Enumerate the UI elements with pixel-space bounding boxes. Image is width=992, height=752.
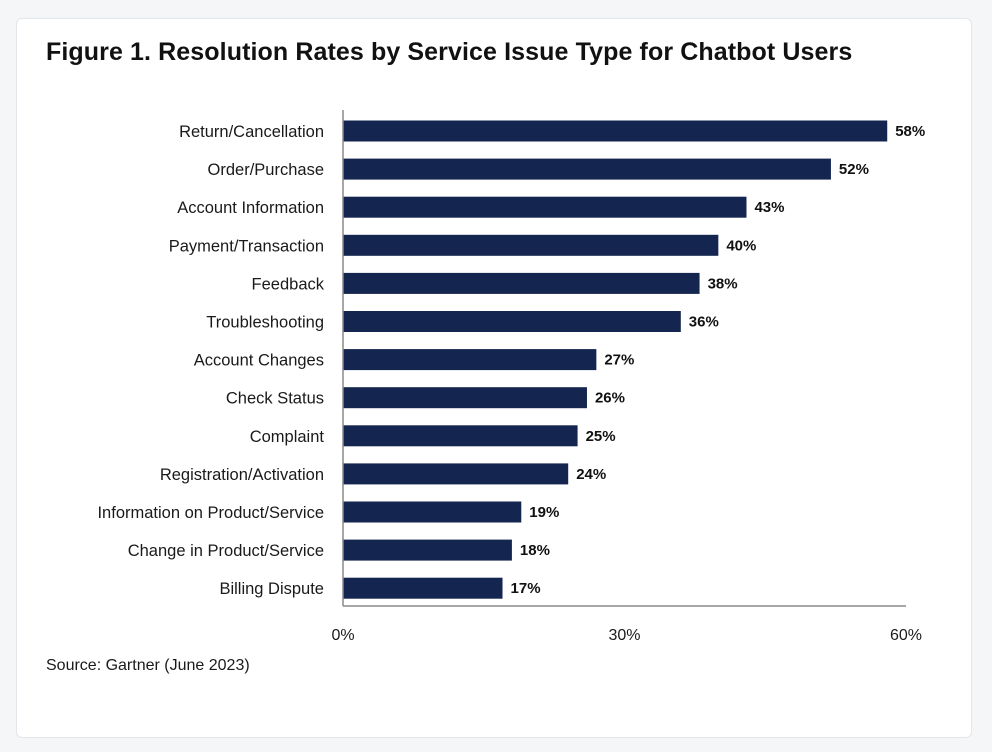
- value-label: 25%: [586, 428, 616, 445]
- category-label: Check Status: [226, 390, 324, 408]
- axes: [342, 109, 906, 607]
- category-label: Information on Product/Service: [97, 504, 324, 522]
- value-labels: 58% 52% 43% 40% 38% 36% 27% 26% 25% 24% 19% 18% 17%: [511, 123, 926, 597]
- source-note: Source: Gartner (June 2023): [46, 657, 250, 674]
- bar: [343, 196, 747, 218]
- value-label: 36%: [689, 314, 719, 331]
- x-tick-label: 0%: [331, 627, 354, 644]
- value-label: 52%: [839, 161, 869, 178]
- category-label: Account Information: [177, 199, 324, 217]
- category-label: Account Changes: [194, 352, 324, 370]
- category-label: Payment/Transaction: [169, 237, 324, 255]
- value-label: 24%: [576, 466, 606, 483]
- category-label: Change in Product/Service: [128, 542, 324, 560]
- value-label: 43%: [754, 199, 784, 216]
- value-label: 17%: [511, 580, 541, 597]
- bar: [343, 349, 597, 371]
- chart-title: Figure 1. Resolution Rates by Service Is…: [46, 38, 853, 66]
- bar: [343, 387, 587, 409]
- category-labels: Return/Cancellation Order/Purchase Account…: [97, 123, 324, 598]
- bar: [343, 311, 681, 332]
- bar: [343, 577, 503, 599]
- bar: [343, 272, 700, 294]
- category-label: Troubleshooting: [206, 314, 324, 332]
- value-label: 18%: [520, 542, 550, 559]
- value-label: 27%: [604, 352, 634, 369]
- category-label: Return/Cancellation: [179, 123, 324, 141]
- x-tick-label: 30%: [608, 627, 640, 644]
- category-label: Registration/Activation: [160, 466, 324, 484]
- bar: [343, 463, 569, 485]
- bars-layer: [343, 120, 888, 599]
- value-label: 38%: [708, 275, 738, 292]
- value-label: 40%: [726, 237, 756, 254]
- x-tick-label: 60%: [890, 627, 922, 644]
- category-label: Feedback: [252, 275, 325, 293]
- bar: [343, 539, 512, 561]
- category-label: Billing Dispute: [219, 580, 324, 598]
- value-label: 26%: [595, 390, 625, 407]
- bar: [343, 501, 522, 523]
- category-label: Order/Purchase: [208, 161, 324, 179]
- bar: [343, 120, 888, 142]
- bar: [343, 158, 831, 180]
- bar: [343, 425, 578, 447]
- category-label: Complaint: [250, 428, 325, 446]
- x-tick-labels: 0% 30% 60%: [331, 627, 922, 644]
- value-label: 19%: [529, 504, 559, 521]
- bar: [343, 234, 719, 256]
- value-label: 58%: [895, 123, 925, 140]
